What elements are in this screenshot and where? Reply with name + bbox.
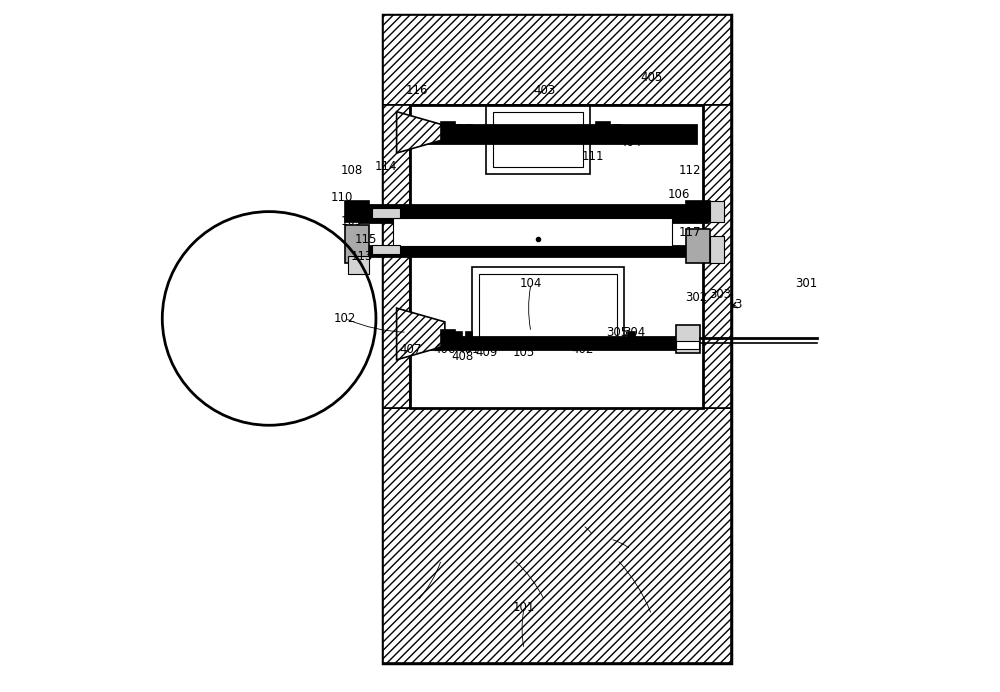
Bar xyxy=(372,246,400,255)
Text: 109: 109 xyxy=(341,215,363,228)
Bar xyxy=(472,266,624,346)
Bar xyxy=(455,332,462,348)
Text: 302: 302 xyxy=(685,291,708,304)
Text: 111: 111 xyxy=(582,150,604,163)
Text: 105: 105 xyxy=(513,347,535,359)
Text: 102: 102 xyxy=(334,312,356,325)
Text: 401: 401 xyxy=(458,343,480,356)
Bar xyxy=(383,15,731,663)
Text: 301: 301 xyxy=(796,277,818,291)
Bar xyxy=(383,408,731,663)
Text: 402: 402 xyxy=(572,343,594,356)
Bar xyxy=(486,104,590,174)
Text: 110: 110 xyxy=(330,191,353,204)
Bar xyxy=(614,125,621,139)
Text: 404: 404 xyxy=(620,136,642,149)
Text: 107: 107 xyxy=(671,208,694,221)
Bar xyxy=(479,273,617,339)
Bar xyxy=(383,104,410,408)
Bar xyxy=(359,246,707,257)
Polygon shape xyxy=(397,308,445,360)
Bar xyxy=(417,337,696,349)
Text: 108: 108 xyxy=(341,164,363,176)
Bar xyxy=(345,226,369,263)
Text: 304: 304 xyxy=(623,326,646,338)
Bar xyxy=(345,201,369,222)
Text: 3: 3 xyxy=(734,298,741,311)
Bar xyxy=(703,104,731,408)
Polygon shape xyxy=(397,111,445,153)
Bar xyxy=(710,236,724,263)
Text: 112: 112 xyxy=(678,164,701,176)
Bar xyxy=(348,257,369,273)
Bar xyxy=(686,201,710,222)
Bar xyxy=(596,122,610,143)
Bar xyxy=(383,104,410,408)
Bar xyxy=(383,15,731,104)
Bar xyxy=(417,125,696,143)
Text: 113: 113 xyxy=(351,250,373,263)
Text: 101: 101 xyxy=(513,601,535,614)
Text: 405: 405 xyxy=(641,71,663,84)
Text: 117: 117 xyxy=(678,226,701,239)
Text: 406: 406 xyxy=(434,343,456,356)
Text: 106: 106 xyxy=(668,188,690,201)
Bar xyxy=(441,330,455,349)
Text: 114: 114 xyxy=(375,161,398,173)
Bar xyxy=(359,205,707,222)
Bar xyxy=(628,332,635,348)
Bar xyxy=(383,15,731,104)
Bar xyxy=(493,111,583,167)
Bar xyxy=(676,341,699,349)
Text: 408: 408 xyxy=(451,350,473,363)
Text: 305: 305 xyxy=(606,326,628,338)
Bar xyxy=(410,104,703,408)
Bar xyxy=(676,325,700,353)
Text: 303: 303 xyxy=(709,288,732,301)
Bar xyxy=(383,408,731,663)
Bar xyxy=(466,332,472,348)
Bar xyxy=(441,122,455,143)
Bar xyxy=(710,201,724,222)
Text: 115: 115 xyxy=(354,233,377,246)
Bar xyxy=(466,125,472,139)
Bar xyxy=(703,104,731,408)
Bar xyxy=(455,125,462,139)
Bar xyxy=(393,219,672,246)
Text: 407: 407 xyxy=(399,343,422,356)
Bar xyxy=(372,208,400,219)
Text: 104: 104 xyxy=(520,277,542,291)
Text: 403: 403 xyxy=(534,84,556,98)
Text: 116: 116 xyxy=(406,84,429,98)
Bar xyxy=(686,229,710,263)
Text: 409: 409 xyxy=(475,347,497,359)
